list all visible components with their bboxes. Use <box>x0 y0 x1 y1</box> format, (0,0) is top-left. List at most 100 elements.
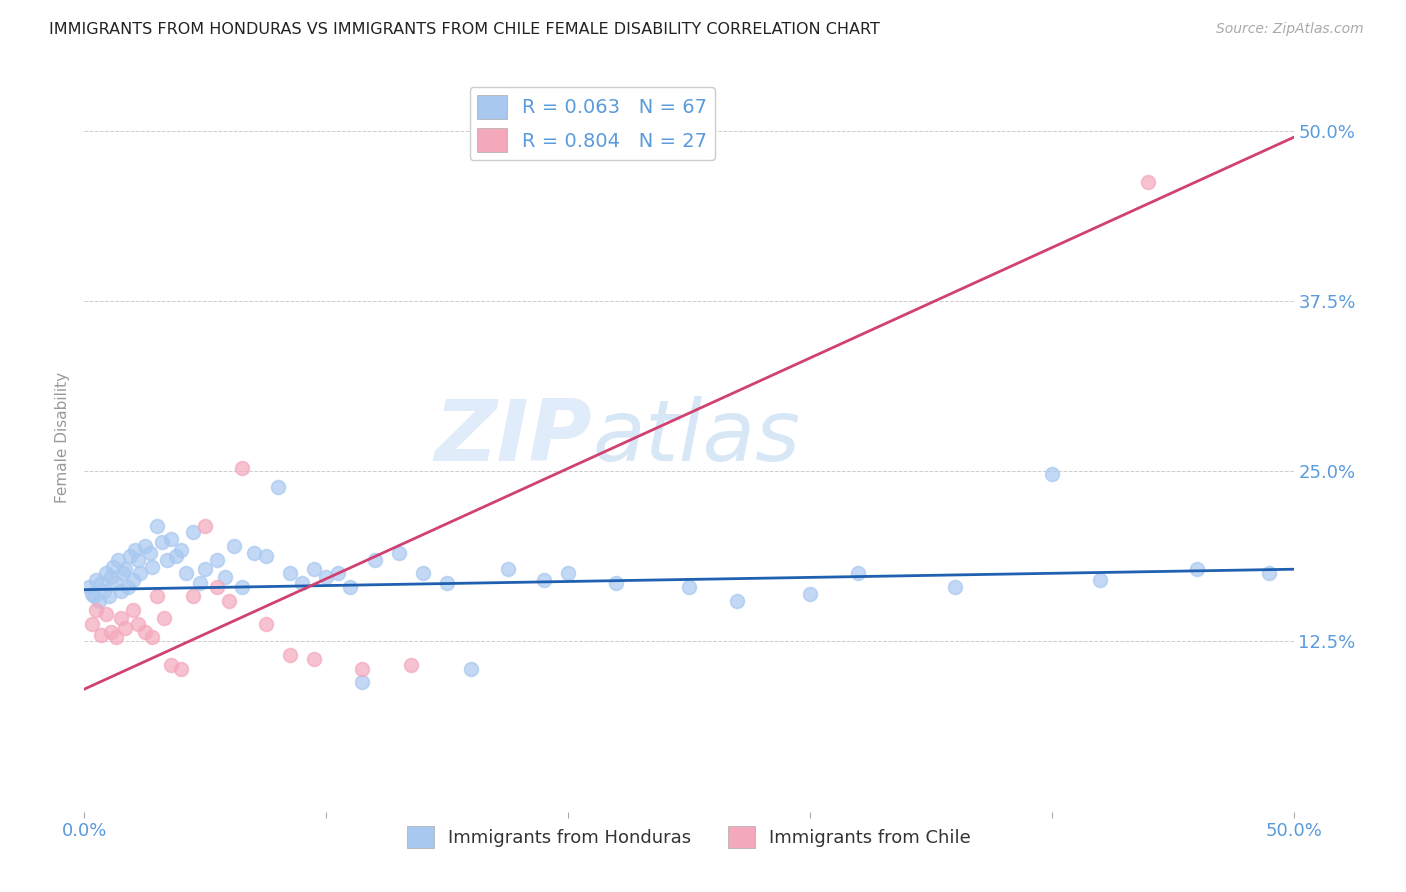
Point <box>138 546 160 560</box>
Point <box>1258 566 1281 581</box>
Point <box>1088 573 1111 587</box>
Point <box>174 566 197 581</box>
Point <box>80 587 103 601</box>
Point <box>224 539 246 553</box>
Point <box>460 662 482 676</box>
Point <box>87 593 110 607</box>
Point <box>678 580 700 594</box>
Point <box>388 546 411 560</box>
Point <box>165 549 187 563</box>
Point <box>302 652 325 666</box>
Point <box>141 631 163 645</box>
Point <box>399 657 422 672</box>
Point <box>150 535 173 549</box>
Legend: Immigrants from Honduras, Immigrants from Chile: Immigrants from Honduras, Immigrants fro… <box>399 819 979 855</box>
Point <box>153 611 176 625</box>
Point <box>214 570 236 584</box>
Point <box>129 566 152 581</box>
Point <box>90 627 112 641</box>
Point <box>533 573 555 587</box>
Point <box>114 562 136 576</box>
Y-axis label: Female Disability: Female Disability <box>55 371 70 503</box>
Point <box>110 584 132 599</box>
Point <box>231 461 253 475</box>
Point <box>846 566 869 581</box>
Point <box>100 624 122 639</box>
Point <box>146 518 169 533</box>
Point <box>412 566 434 581</box>
Point <box>278 648 301 662</box>
Text: Source: ZipAtlas.com: Source: ZipAtlas.com <box>1216 22 1364 37</box>
Point <box>207 580 229 594</box>
Text: atlas: atlas <box>592 395 800 479</box>
Point <box>328 566 350 581</box>
Point <box>315 570 337 584</box>
Point <box>352 675 374 690</box>
Point <box>120 549 142 563</box>
Point <box>127 616 149 631</box>
Point <box>146 590 169 604</box>
Point <box>121 603 143 617</box>
Point <box>86 603 108 617</box>
Point <box>112 566 135 581</box>
Point <box>103 559 125 574</box>
Point <box>1040 467 1063 481</box>
Point <box>363 552 385 566</box>
Point <box>557 566 579 581</box>
Point <box>134 539 156 553</box>
Point <box>207 552 229 566</box>
Point <box>254 549 277 563</box>
Point <box>110 611 132 625</box>
Point <box>104 631 127 645</box>
Point <box>94 607 117 622</box>
Point <box>181 525 204 540</box>
Point <box>254 616 277 631</box>
Point <box>231 580 253 594</box>
Point <box>77 580 100 594</box>
Point <box>267 481 290 495</box>
Point <box>190 575 212 590</box>
Point <box>141 559 163 574</box>
Point <box>90 575 112 590</box>
Point <box>94 566 117 581</box>
Point <box>121 573 143 587</box>
Text: IMMIGRANTS FROM HONDURAS VS IMMIGRANTS FROM CHILE FEMALE DISABILITY CORRELATION : IMMIGRANTS FROM HONDURAS VS IMMIGRANTS F… <box>49 22 880 37</box>
Point <box>114 621 136 635</box>
Point <box>86 573 108 587</box>
Point <box>218 593 240 607</box>
Point <box>117 580 139 594</box>
Point <box>93 584 115 599</box>
Point <box>160 657 183 672</box>
Point <box>160 533 183 547</box>
Point <box>194 562 217 576</box>
Point <box>83 590 105 604</box>
Point <box>943 580 966 594</box>
Point <box>302 562 325 576</box>
Point <box>605 575 627 590</box>
Point <box>170 662 193 676</box>
Point <box>170 543 193 558</box>
Point <box>1137 175 1160 189</box>
Point <box>496 562 519 576</box>
Point <box>97 590 120 604</box>
Point <box>352 662 374 676</box>
Point <box>278 566 301 581</box>
Point <box>291 575 314 590</box>
Point <box>104 575 127 590</box>
Point <box>124 543 146 558</box>
Point <box>80 616 103 631</box>
Point <box>436 575 458 590</box>
Point <box>1185 562 1208 576</box>
Point <box>194 518 217 533</box>
Point <box>181 590 204 604</box>
Point <box>242 546 264 560</box>
Point <box>107 552 129 566</box>
Point <box>155 552 177 566</box>
Text: ZIP: ZIP <box>434 395 592 479</box>
Point <box>127 552 149 566</box>
Point <box>100 570 122 584</box>
Point <box>799 587 821 601</box>
Point <box>339 580 361 594</box>
Point <box>134 624 156 639</box>
Point <box>725 593 748 607</box>
